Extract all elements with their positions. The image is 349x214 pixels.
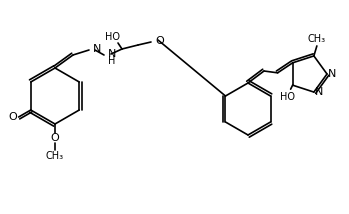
Text: N: N: [315, 87, 323, 97]
Text: N: N: [93, 44, 101, 54]
Text: CH₃: CH₃: [46, 151, 64, 161]
Text: O: O: [155, 36, 164, 46]
Text: HO: HO: [104, 32, 119, 42]
Text: N: N: [328, 69, 336, 79]
Text: H: H: [108, 56, 116, 66]
Text: O: O: [8, 112, 17, 122]
Text: O: O: [51, 133, 59, 143]
Text: N: N: [108, 49, 116, 59]
Text: HO: HO: [280, 92, 295, 102]
Text: CH₃: CH₃: [308, 34, 326, 44]
